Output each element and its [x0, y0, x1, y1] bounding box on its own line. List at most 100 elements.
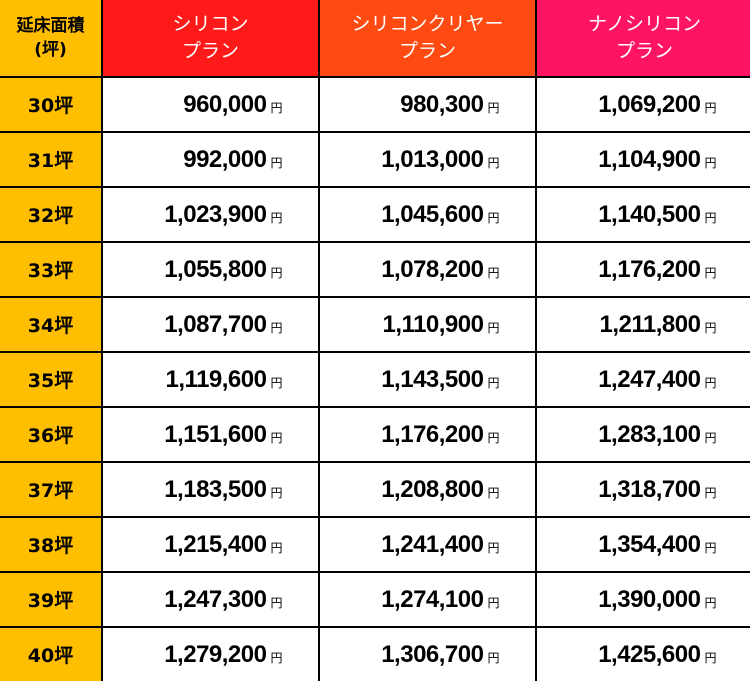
currency-unit: 円 — [487, 156, 499, 170]
price-cell: 1,215,400 円 — [103, 518, 318, 571]
header-corner-cell: 延床面積 (坪) — [0, 0, 101, 76]
currency-unit: 円 — [270, 431, 282, 445]
currency-unit: 円 — [704, 596, 716, 610]
price-cell: 1,247,300 円 — [103, 573, 318, 626]
price-cell: 1,176,200 円 — [320, 408, 535, 461]
price-cell: 1,078,200 円 — [320, 243, 535, 296]
currency-unit: 円 — [270, 321, 282, 335]
price-value: 1,045,600 — [381, 200, 484, 228]
price-cell: 1,306,700 円 — [320, 628, 535, 681]
price-value: 1,208,800 — [381, 475, 484, 503]
plan-name-line2: プラン — [615, 40, 673, 62]
floor-area-cell: 39坪 — [0, 573, 101, 626]
price-value: 980,300 — [400, 90, 484, 118]
price-cell: 1,143,500 円 — [320, 353, 535, 406]
price-cell: 1,425,600 円 — [537, 628, 750, 681]
price-cell: 980,300 円 — [320, 78, 535, 131]
price-cell: 1,176,200 円 — [537, 243, 750, 296]
header-nano-silicon-plan: ナノシリコン プラン — [537, 0, 750, 76]
currency-unit: 円 — [487, 321, 499, 335]
floor-area-cell: 32坪 — [0, 188, 101, 241]
price-cell: 1,279,200 円 — [103, 628, 318, 681]
plan-name-line1: ナノシリコン — [587, 13, 702, 35]
currency-unit: 円 — [487, 266, 499, 280]
price-cell: 1,247,400 円 — [537, 353, 750, 406]
currency-unit: 円 — [704, 651, 716, 665]
price-value: 1,023,900 — [164, 200, 267, 228]
floor-area-cell: 33坪 — [0, 243, 101, 296]
currency-unit: 円 — [704, 211, 716, 225]
currency-unit: 円 — [487, 541, 499, 555]
currency-unit: 円 — [704, 101, 716, 115]
price-value: 1,306,700 — [381, 640, 484, 668]
price-cell: 1,390,000 円 — [537, 573, 750, 626]
price-cell: 1,354,400 円 — [537, 518, 750, 571]
currency-unit: 円 — [270, 156, 282, 170]
price-value: 1,140,500 — [598, 200, 701, 228]
currency-unit: 円 — [704, 376, 716, 390]
price-cell: 1,211,800 円 — [537, 298, 750, 351]
currency-unit: 円 — [704, 486, 716, 500]
price-cell: 1,104,900 円 — [537, 133, 750, 186]
currency-unit: 円 — [487, 596, 499, 610]
price-cell: 1,045,600 円 — [320, 188, 535, 241]
currency-unit: 円 — [487, 376, 499, 390]
price-value: 1,279,200 — [164, 640, 267, 668]
currency-unit: 円 — [270, 376, 282, 390]
price-cell: 1,119,600 円 — [103, 353, 318, 406]
plan-name-line1: シリコン — [172, 13, 249, 35]
price-cell: 1,087,700 円 — [103, 298, 318, 351]
floor-area-cell: 31坪 — [0, 133, 101, 186]
price-value: 1,176,200 — [598, 255, 701, 283]
price-value: 1,119,600 — [165, 365, 267, 393]
currency-unit: 円 — [704, 541, 716, 555]
price-cell: 1,151,600 円 — [103, 408, 318, 461]
currency-unit: 円 — [270, 651, 282, 665]
price-cell: 1,069,200 円 — [537, 78, 750, 131]
price-value: 1,104,900 — [598, 145, 701, 173]
price-value: 1,143,500 — [381, 365, 484, 393]
price-value: 1,151,600 — [164, 420, 267, 448]
price-value: 1,354,400 — [598, 530, 701, 558]
price-value: 1,390,000 — [598, 585, 701, 613]
price-cell: 1,013,000 円 — [320, 133, 535, 186]
price-cell: 1,274,100 円 — [320, 573, 535, 626]
currency-unit: 円 — [487, 486, 499, 500]
currency-unit: 円 — [704, 431, 716, 445]
corner-label-line1: 延床面積 — [16, 16, 85, 36]
currency-unit: 円 — [487, 651, 499, 665]
price-value: 1,241,400 — [381, 530, 484, 558]
price-value: 1,425,600 — [598, 640, 701, 668]
price-value: 1,215,400 — [164, 530, 267, 558]
price-value: 1,247,300 — [164, 585, 267, 613]
price-value: 992,000 — [183, 145, 267, 173]
plan-name-line2: プラン — [398, 40, 456, 62]
price-cell: 1,241,400 円 — [320, 518, 535, 571]
currency-unit: 円 — [704, 266, 716, 280]
currency-unit: 円 — [270, 101, 282, 115]
corner-label-line2: (坪) — [34, 40, 67, 60]
price-cell: 1,055,800 円 — [103, 243, 318, 296]
currency-unit: 円 — [487, 431, 499, 445]
currency-unit: 円 — [487, 101, 499, 115]
currency-unit: 円 — [487, 211, 499, 225]
price-cell: 1,140,500 円 — [537, 188, 750, 241]
currency-unit: 円 — [270, 596, 282, 610]
price-value: 960,000 — [183, 90, 267, 118]
price-value: 1,274,100 — [381, 585, 484, 613]
currency-unit: 円 — [270, 486, 282, 500]
price-cell: 1,318,700 円 — [537, 463, 750, 516]
price-value: 1,013,000 — [381, 145, 484, 173]
price-value: 1,211,800 — [599, 310, 701, 338]
price-cell: 1,110,900 円 — [320, 298, 535, 351]
currency-unit: 円 — [270, 211, 282, 225]
price-value: 1,087,700 — [164, 310, 267, 338]
floor-area-cell: 34坪 — [0, 298, 101, 351]
price-value: 1,318,700 — [598, 475, 701, 503]
price-value: 1,247,400 — [598, 365, 701, 393]
header-silicon-plan: シリコン プラン — [103, 0, 318, 76]
floor-area-cell: 30坪 — [0, 78, 101, 131]
price-value: 1,055,800 — [164, 255, 267, 283]
price-cell: 960,000 円 — [103, 78, 318, 131]
